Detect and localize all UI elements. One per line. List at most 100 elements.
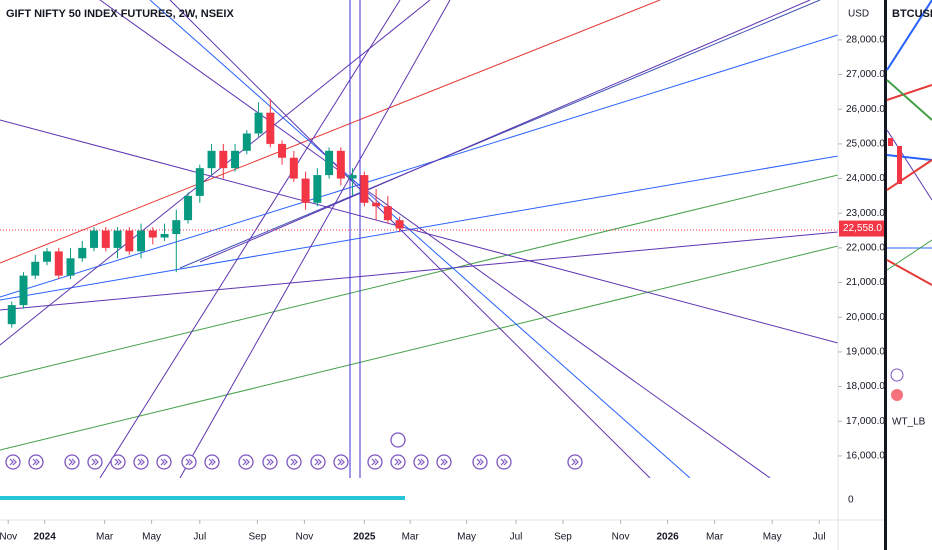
- indicator-zero: 0: [848, 495, 854, 506]
- trend-line: [199, 0, 811, 263]
- x-tick-label: Nov: [612, 532, 630, 543]
- event-icon-arrow: [208, 458, 216, 466]
- candle-body: [231, 150, 240, 169]
- candle-body: [172, 220, 181, 235]
- x-tick-label: Sep: [248, 532, 266, 543]
- candle-body: [113, 230, 122, 248]
- event-icon-arrow: [394, 458, 402, 466]
- trend-line: [0, 174, 838, 379]
- event-icon-arrow: [91, 458, 99, 466]
- y-tick-label: 16,000.0: [846, 451, 885, 462]
- event-icon-arrow: [9, 458, 17, 466]
- y-tick-label: 21,000.0: [846, 277, 885, 288]
- candle-body: [242, 133, 251, 151]
- candle-body: [372, 202, 381, 207]
- x-tick-label: Jul: [193, 532, 206, 543]
- x-tick-label: Jul: [510, 532, 523, 543]
- trend-line: [0, 231, 838, 311]
- candle-body: [184, 195, 193, 221]
- event-icon-arrow: [440, 458, 448, 466]
- y-tick-label: 25,000.0: [846, 139, 885, 150]
- candle-body: [336, 150, 345, 179]
- event-icon-arrow: [242, 458, 250, 466]
- y-tick-label: 26,000.0: [846, 104, 885, 115]
- candle-body: [43, 251, 52, 262]
- x-tick-label: Jul: [813, 532, 826, 543]
- trend-line: [0, 119, 838, 344]
- side-panel-label: WT_LB: [892, 417, 926, 428]
- candle-body: [101, 230, 110, 248]
- x-tick-label: May: [457, 532, 476, 543]
- candle-body: [254, 112, 263, 134]
- event-icon-arrow: [266, 458, 274, 466]
- candle-body: [66, 258, 75, 276]
- trend-line: [149, 0, 691, 478]
- side-panel-title: BTCUSD, 2: [892, 8, 932, 20]
- event-icon-arrow: [417, 458, 425, 466]
- event-icon-arrow: [500, 458, 508, 466]
- event-icon-arrow: [571, 458, 579, 466]
- price-tag-label: 22,558.0: [843, 223, 882, 234]
- trend-line: [179, 0, 451, 478]
- candle-body: [219, 150, 228, 169]
- event-icon-arrow: [114, 458, 122, 466]
- event-icon-arrow: [185, 458, 193, 466]
- candles: [7, 98, 404, 328]
- y-tick-label: 22,000.0: [846, 243, 885, 254]
- candle-body: [125, 230, 134, 252]
- candle-body: [31, 261, 40, 276]
- y-tick-label: 27,000.0: [846, 69, 885, 80]
- candle-body: [360, 175, 369, 203]
- y-tick-label: 28,000.0: [846, 35, 885, 46]
- x-tick-label: Mar: [706, 532, 724, 543]
- candle-body: [395, 220, 404, 229]
- volume-strip: [0, 496, 405, 500]
- event-icon-arrow: [476, 458, 484, 466]
- trend-lines: [0, 0, 838, 478]
- candle-body: [195, 168, 204, 196]
- event-icons: [5, 432, 583, 470]
- y-tick-label: 17,000.0: [846, 416, 885, 427]
- x-tick-label: 2024: [34, 532, 57, 543]
- trend-line: [0, 245, 838, 451]
- x-tick-label: Sep: [554, 532, 572, 543]
- candle-body: [7, 305, 16, 325]
- candle-body: [137, 230, 146, 252]
- candle-body: [207, 150, 216, 169]
- x-tick-label: Nov: [0, 532, 17, 543]
- candle-body: [348, 175, 357, 179]
- candle-body: [383, 206, 392, 221]
- candle-body: [301, 178, 310, 203]
- candle-body: [90, 230, 99, 248]
- trend-line: [0, 34, 838, 298]
- trend-line: [169, 0, 651, 478]
- event-icon-arrow: [160, 458, 168, 466]
- event-icon-arrow: [32, 458, 40, 466]
- x-tick-label: May: [142, 532, 161, 543]
- x-tick-label: Mar: [402, 532, 420, 543]
- event-icon-arrow: [314, 458, 322, 466]
- y-tick-label: 19,000.0: [846, 347, 885, 358]
- candle-body: [54, 251, 63, 276]
- event-icon: [390, 432, 406, 448]
- trend-line: [0, 0, 431, 346]
- event-icon-arrow: [137, 458, 145, 466]
- event-icon-arrow: [371, 458, 379, 466]
- event-icon-arrow: [290, 458, 298, 466]
- candle-body: [148, 230, 157, 238]
- y-tick-label: 23,000.0: [846, 208, 885, 219]
- y-tick-label: 24,000.0: [846, 173, 885, 184]
- panel-separator: [884, 0, 887, 550]
- candle-body: [313, 175, 322, 203]
- trend-line: [0, 0, 661, 264]
- y-tick-label: 18,000.0: [846, 381, 885, 392]
- y-tick-label: 20,000.0: [846, 312, 885, 323]
- candle-body: [325, 150, 334, 176]
- candle-body: [278, 143, 287, 158]
- candle-body: [19, 275, 28, 306]
- candle-body: [289, 157, 298, 179]
- x-tick-label: Mar: [96, 532, 114, 543]
- candle-body: [160, 234, 169, 238]
- x-tick-label: Nov: [296, 532, 314, 543]
